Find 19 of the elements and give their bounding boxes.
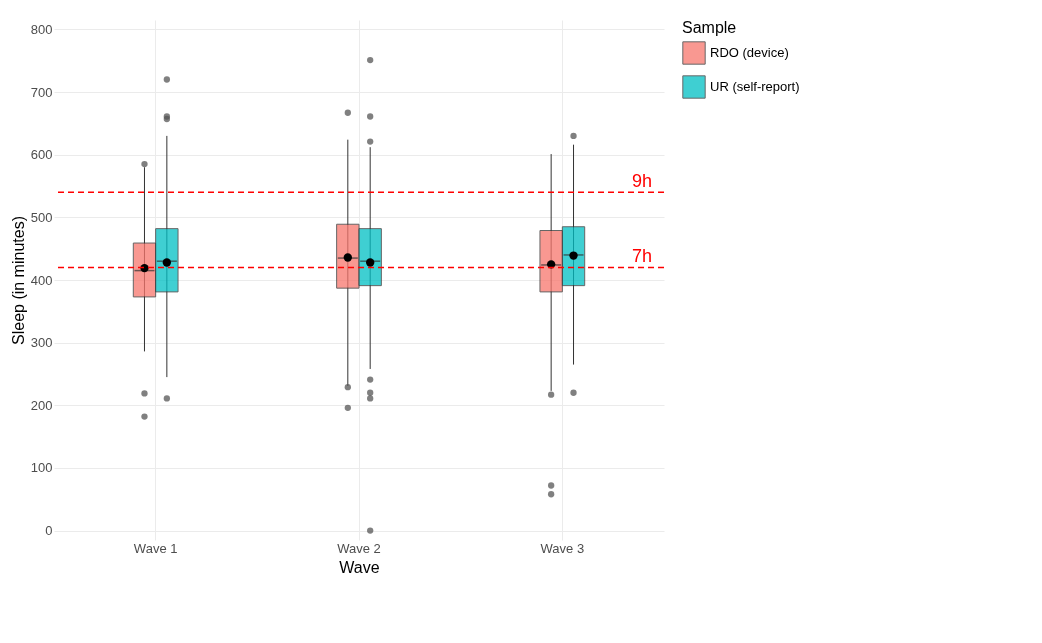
legend-title: Sample <box>682 19 737 36</box>
x-tick-label: Wave 2 <box>337 540 381 556</box>
x-tick-label: Wave 1 <box>133 540 178 556</box>
y-axis-title: Sleep (in minutes) <box>9 216 27 345</box>
y-tick-label: 0 <box>45 523 53 539</box>
y-tick-label: 200 <box>30 397 53 413</box>
legend-label: RDO (device) <box>710 45 789 60</box>
y-tick-label: 500 <box>30 209 53 225</box>
y-tick-label: 100 <box>30 460 53 476</box>
y-tick-label: 800 <box>30 21 53 37</box>
x-tick-label: Wave 3 <box>540 540 585 556</box>
ref-line-label: 9h <box>631 171 652 192</box>
y-tick-label: 700 <box>30 84 53 100</box>
y-tick-label: 400 <box>30 272 53 288</box>
y-tick-label: 300 <box>30 335 53 351</box>
legend-label: UR (self-report) <box>710 79 800 94</box>
y-tick-label: 600 <box>30 147 53 163</box>
x-axis-title: Wave <box>339 558 380 576</box>
ref-line-label: 7h <box>631 246 652 267</box>
